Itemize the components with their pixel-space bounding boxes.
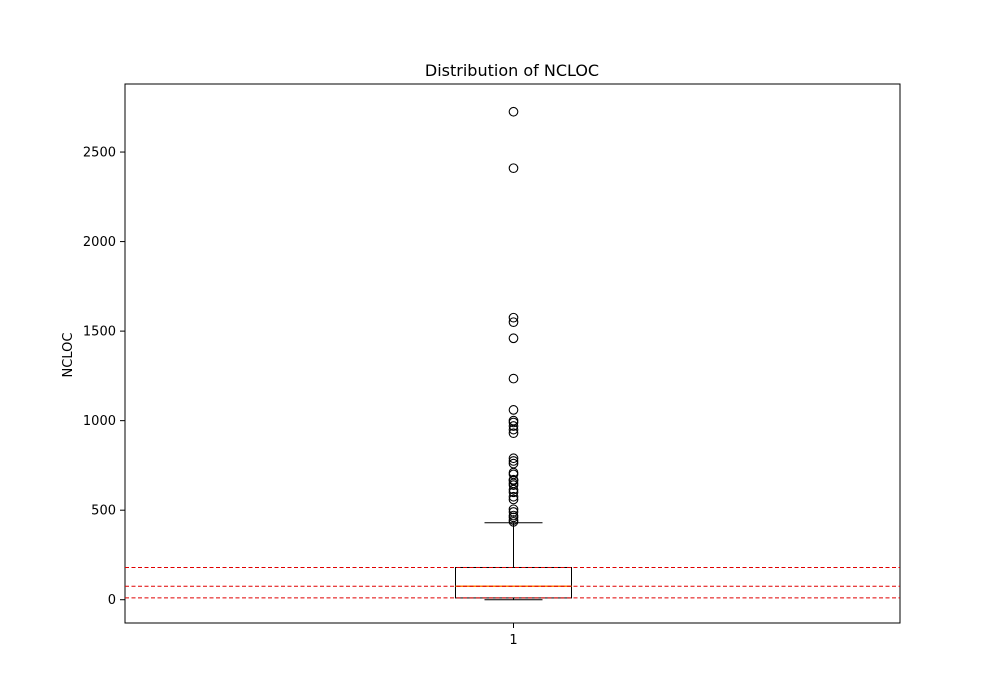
outlier-point: [508, 453, 519, 464]
outlier-point: [508, 163, 519, 174]
y-tick-label: 500: [91, 504, 116, 519]
chart-title: Distribution of NCLOC: [425, 61, 599, 80]
outlier-point: [508, 428, 519, 439]
outlier-point: [508, 312, 519, 323]
y-axis-label: NCLOC: [61, 333, 76, 378]
outlier-point: [508, 405, 519, 415]
plot-frame: [124, 83, 901, 624]
y-tick-label: 1000: [83, 414, 116, 429]
iqr-box: [455, 566, 572, 599]
outlier-point: [508, 373, 519, 384]
y-tick-label: 0: [108, 593, 116, 608]
outlier-point: [508, 507, 519, 517]
x-tick-label: 1: [509, 633, 517, 648]
outlier-point: [508, 421, 519, 431]
plot-area: 0 500 1000 1500 2000 2500 1: [83, 83, 901, 648]
outlier-point: [508, 491, 519, 502]
outlier-point: [508, 458, 519, 469]
y-tick-label: 1500: [83, 325, 116, 340]
outlier-point: [508, 106, 519, 117]
outlier-point: [508, 494, 519, 505]
outlier-point: [508, 510, 519, 521]
outlier-point: [508, 317, 519, 328]
outlier-point: [508, 415, 519, 426]
y-tick-label: 2500: [83, 146, 116, 161]
outlier-point: [508, 504, 519, 515]
y-tick-label: 2000: [83, 235, 116, 250]
outlier-point: [508, 474, 519, 485]
outlier-point: [508, 456, 519, 466]
outlier-point: [508, 333, 519, 344]
